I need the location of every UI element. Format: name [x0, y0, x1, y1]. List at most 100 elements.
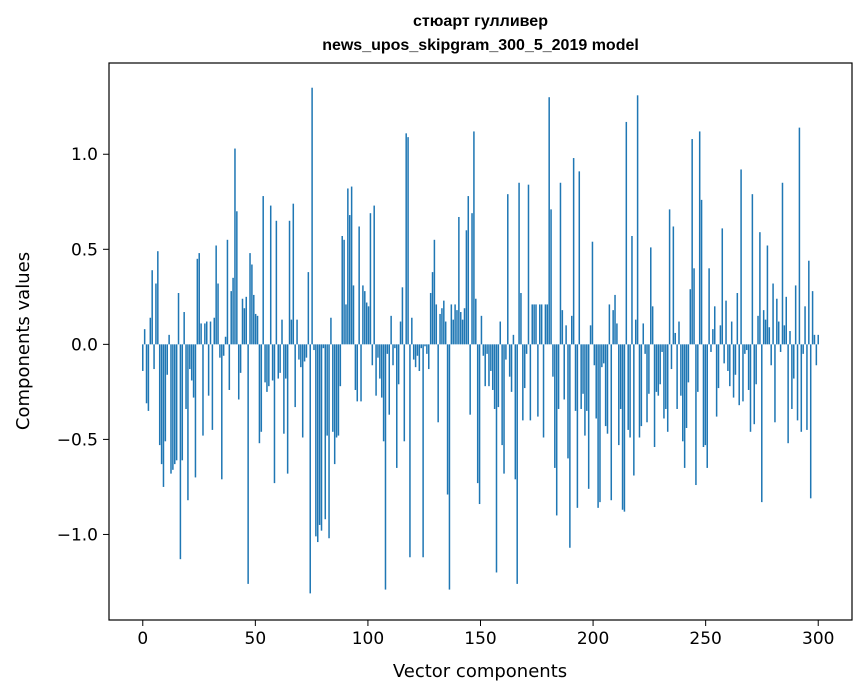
bar [508, 344, 511, 377]
bar [380, 344, 383, 398]
bar [411, 317, 413, 345]
bar [717, 344, 720, 389]
bar [187, 344, 189, 501]
bar [377, 344, 379, 358]
bar [548, 97, 550, 345]
bar [631, 235, 633, 345]
bar [738, 344, 740, 406]
bar [614, 294, 616, 345]
bar [650, 247, 652, 345]
bar [364, 291, 366, 345]
bar [251, 264, 253, 345]
bar [501, 344, 503, 446]
bar [207, 344, 210, 396]
bar [467, 196, 470, 345]
bar [490, 344, 492, 371]
bar [510, 344, 513, 392]
bar [725, 300, 727, 345]
bar [802, 344, 804, 354]
bar [595, 344, 597, 419]
bar [412, 344, 415, 360]
bar [764, 319, 767, 345]
bar [668, 209, 671, 345]
bar [749, 344, 752, 432]
bar [723, 344, 725, 364]
bar [475, 298, 477, 345]
bar [307, 272, 310, 345]
bar [228, 344, 231, 390]
bar [347, 188, 349, 345]
bar [497, 344, 500, 408]
bar [262, 196, 264, 345]
bar [813, 334, 816, 345]
bar [279, 344, 281, 373]
bar [382, 344, 385, 442]
bar [689, 289, 692, 345]
bar [166, 344, 168, 375]
bar [196, 258, 199, 345]
bar [757, 315, 759, 345]
bar [518, 182, 520, 345]
bar [367, 306, 370, 345]
bar [634, 319, 637, 345]
bar [672, 226, 675, 345]
bar [473, 131, 475, 345]
bar [153, 344, 155, 370]
bar [221, 344, 223, 480]
bar [682, 344, 684, 442]
bar [811, 291, 814, 345]
bar [155, 283, 157, 345]
y-tick-label: −0.5 [57, 430, 98, 450]
bar [527, 184, 530, 345]
bar [755, 344, 757, 385]
bar [234, 148, 236, 345]
bar [638, 344, 641, 438]
bar [587, 344, 590, 489]
x-tick-label: 50 [245, 629, 267, 649]
bar [516, 344, 518, 584]
bar [409, 344, 411, 558]
bar [493, 344, 496, 409]
bar [158, 344, 161, 446]
bar [555, 344, 558, 516]
bar [648, 344, 650, 394]
bar [616, 323, 618, 345]
bar [761, 344, 763, 503]
bar [537, 344, 539, 417]
bar [586, 344, 588, 411]
bar [578, 171, 581, 345]
bar [269, 205, 272, 345]
bar [691, 139, 693, 345]
bar [794, 285, 797, 345]
bar [183, 312, 185, 345]
bar [665, 344, 667, 409]
bar [317, 344, 319, 543]
bar [300, 344, 302, 368]
bar [175, 344, 178, 461]
bar [435, 304, 438, 345]
bar [625, 121, 628, 345]
bar [727, 344, 729, 371]
y-tick-label: 1.0 [71, 145, 98, 165]
bar [341, 235, 343, 345]
bar [753, 344, 756, 425]
bar [326, 344, 328, 436]
bar-series [142, 87, 819, 594]
bar [414, 344, 417, 368]
bar [809, 344, 812, 499]
bar [589, 325, 592, 345]
bar [636, 95, 639, 345]
bar [143, 329, 146, 345]
bar [584, 344, 586, 436]
bar [437, 344, 439, 423]
bar [505, 344, 507, 360]
bar [273, 344, 276, 484]
bar [488, 344, 490, 387]
bar [219, 344, 221, 358]
bar [646, 344, 648, 423]
bar [693, 268, 695, 345]
bar [770, 344, 772, 366]
bar [736, 293, 739, 345]
bar [258, 344, 261, 444]
bar [685, 344, 688, 428]
